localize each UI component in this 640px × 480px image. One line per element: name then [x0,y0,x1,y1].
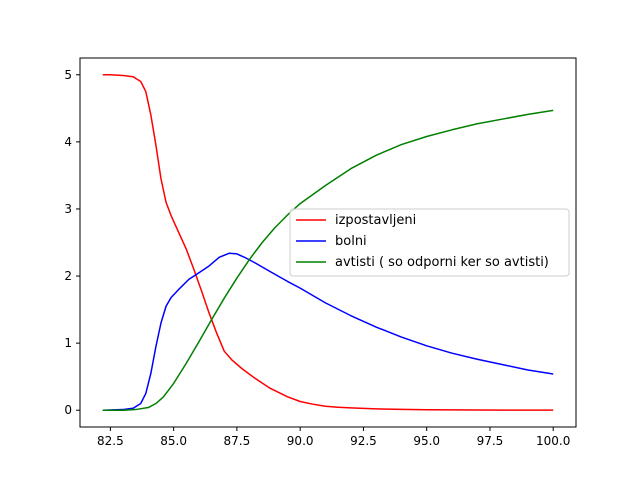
y-tick-label: 4 [64,135,72,149]
series-line-2 [102,109,554,411]
plot-lines [102,74,554,411]
legend-box [289,208,570,277]
x-tick-label: 90.0 [287,434,314,448]
y-axis-ticks: 0 1 2 3 4 5 [64,68,80,417]
y-tick-label: 2 [64,269,72,283]
x-axis-ticks: 82.5 85.0 87.5 90.0 92.5 95.0 97.5 100.0 [97,427,570,448]
y-tick-label: 1 [64,336,72,350]
y-tick-label: 5 [64,68,72,82]
x-tick-label: 100.0 [536,434,570,448]
series-line-1 [102,252,554,411]
x-tick-label: 97.5 [477,434,504,448]
legend: izpostavljeni bolni avtisti ( so odporni… [289,208,570,277]
y-tick-label: 0 [64,403,72,417]
x-tick-label: 92.5 [350,434,377,448]
legend-label-bolni: bolni [335,234,367,249]
x-tick-label: 95.0 [413,434,440,448]
x-tick-label: 87.5 [224,434,251,448]
x-tick-label: 82.5 [97,434,124,448]
axes-frame [79,57,577,428]
series-line-0 [102,74,554,411]
x-tick-label: 85.0 [160,434,187,448]
legend-label-avtisti: avtisti ( so odporni ker so avtisti) [335,255,549,270]
y-tick-label: 3 [64,202,72,216]
legend-label-izpostavljeni: izpostavljeni [335,213,416,228]
